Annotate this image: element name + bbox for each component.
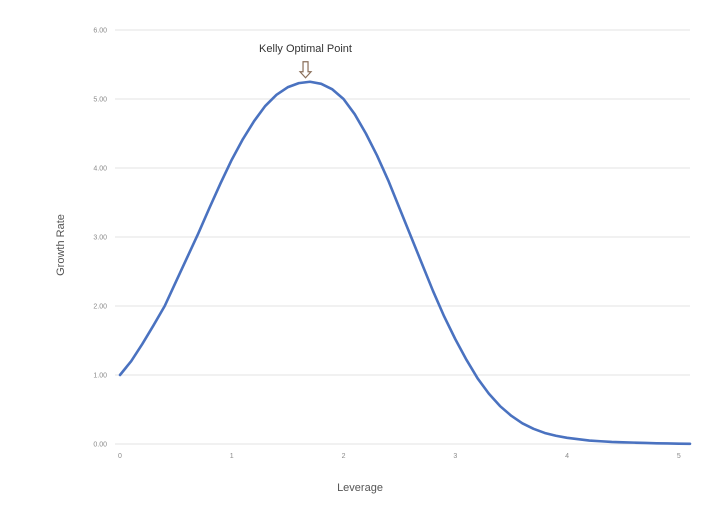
y-axis-ticks: 0.00 1.00 2.00 3.00 4.00 5.00 6.00 (93, 28, 107, 449)
x-tick-label-0: 0 (118, 453, 122, 460)
y-tick-label-1: 1.00 (93, 373, 107, 380)
annotation-group: Kelly Optimal Point (259, 43, 352, 79)
y-tick-label-5: 5.00 (93, 97, 107, 104)
annotation-label: Kelly Optimal Point (259, 43, 352, 55)
x-axis-ticks: 0 1 2 3 4 5 (118, 453, 681, 460)
x-tick-label-4: 4 (565, 453, 569, 460)
x-tick-label-5: 5 (677, 453, 681, 460)
series-line-0 (118, 80, 692, 446)
y-tick-label-2: 2.00 (93, 304, 107, 311)
series-group (118, 80, 692, 446)
y-tick-label-3: 3.00 (93, 235, 107, 242)
x-axis-title: Leverage (337, 482, 383, 494)
y-tick-label-4: 4.00 (93, 166, 107, 173)
y-tick-label-0: 0.00 (93, 442, 107, 449)
x-tick-label-2: 2 (342, 453, 346, 460)
y-axis-title: Growth Rate (55, 214, 67, 276)
down-arrow-icon (298, 61, 313, 79)
x-tick-label-3: 3 (453, 453, 457, 460)
grid-lines (115, 29, 690, 445)
x-tick-label-1: 1 (230, 453, 234, 460)
y-tick-label-6: 6.00 (93, 28, 107, 35)
